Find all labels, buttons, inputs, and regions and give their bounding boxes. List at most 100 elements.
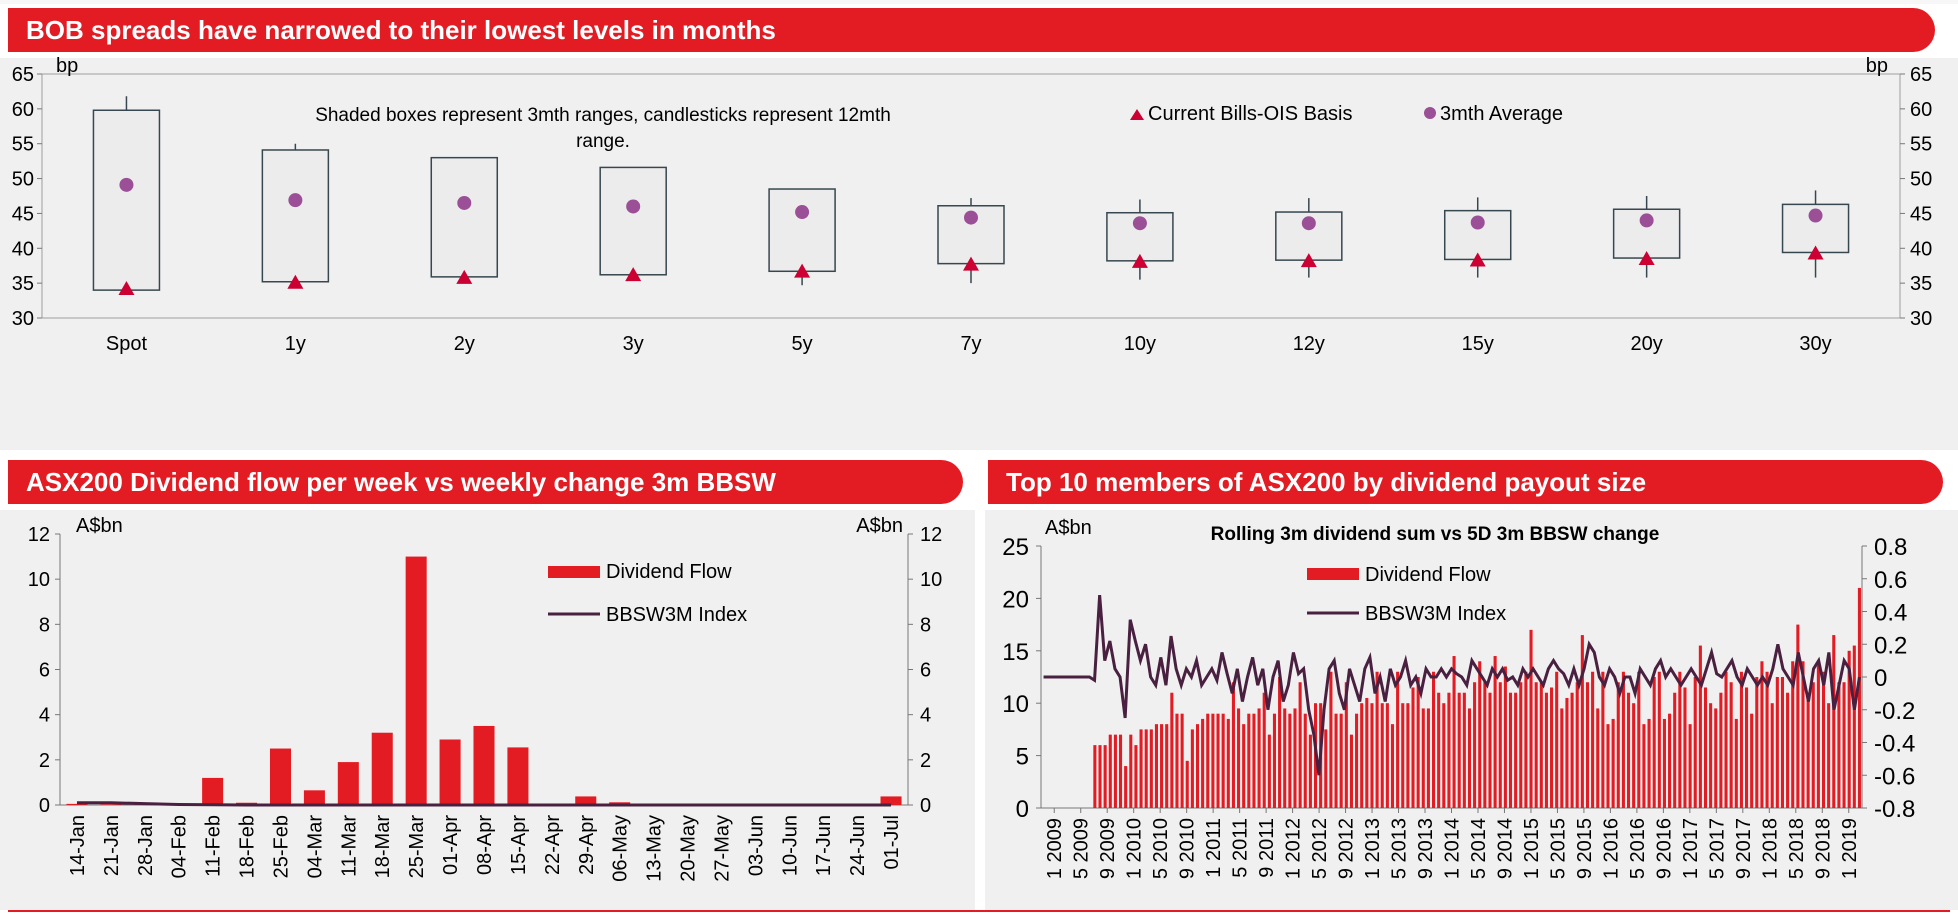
- dividend-bar: [1498, 682, 1502, 808]
- dividend-bar: [1406, 703, 1410, 808]
- x-tick-label: 27-May: [711, 815, 733, 882]
- dividend-bar: [1514, 692, 1518, 808]
- dividend-bar: [1390, 724, 1395, 808]
- dividend-bar: [1673, 692, 1677, 808]
- y-tick-left: 4: [39, 705, 50, 727]
- average-point: [119, 177, 134, 192]
- average-point: [964, 210, 978, 225]
- legend-bar-swatch: [548, 566, 600, 578]
- dividend-flow-chart: 0 0 2 2 4 4 6 6 8 8 10 10 12 12 A$bn A$bn 14-Jan 21-Jan 28…: [28, 515, 943, 882]
- right-chart-title: Top 10 members of ASX200 by dividend pay…: [1006, 466, 1647, 497]
- chart-note-line: range.: [576, 131, 630, 152]
- dividend-bar: [1113, 734, 1117, 808]
- x-tick-label: 18-Feb: [237, 815, 259, 878]
- dividend-bar: [1339, 713, 1343, 808]
- current-point: [1300, 253, 1317, 268]
- dividend-bar: [1365, 697, 1369, 808]
- dividend-bar: [1493, 656, 1497, 808]
- y-axis-label-right: bp: [1866, 55, 1888, 77]
- x-tick-label: 04-Feb: [169, 815, 191, 878]
- y-tick-right: 55: [1910, 134, 1932, 156]
- dividend-bar: [1626, 692, 1631, 808]
- plot-area: [41, 73, 1901, 319]
- dividend-bar: [1534, 682, 1538, 808]
- dividend-bar: [1160, 724, 1164, 808]
- dividend-bar: [66, 803, 88, 805]
- dividend-bar: [1216, 713, 1220, 808]
- dividend-bar: [1816, 661, 1820, 808]
- dividend-bar: [1447, 692, 1451, 808]
- dividend-bar: [1344, 682, 1348, 808]
- dividend-bar: [1093, 745, 1097, 808]
- dividend-bar: [1652, 677, 1656, 808]
- chart-subtitle: Rolling 3m dividend sum vs 5D 3m BBSW ch…: [1211, 524, 1660, 545]
- dividend-bar: [1657, 671, 1661, 808]
- bbsw-line: [1043, 595, 1861, 776]
- dividend-bar: [1278, 677, 1282, 808]
- x-tick-label: 5 2009: [1071, 818, 1093, 879]
- dividend-bar: [1139, 729, 1143, 808]
- y-tick-left: 35: [12, 273, 34, 295]
- x-tick-label: 1y: [285, 333, 306, 355]
- top-chart-banner: BOB spreads have narrowed to their lowes…: [8, 8, 1935, 52]
- dividend-bar: [1416, 677, 1420, 808]
- dividend-bar: [575, 796, 597, 805]
- x-tick-label: 5 2013: [1389, 818, 1411, 879]
- x-tick-label: 5 2015: [1547, 818, 1569, 879]
- x-tick-label: 06-May: [610, 815, 632, 882]
- average-point: [1639, 213, 1654, 228]
- y-tick-right: 0: [1874, 665, 1887, 692]
- left-chart-title: ASX200 Dividend flow per week vs weekly …: [26, 466, 776, 497]
- dividend-bar: [1360, 703, 1364, 808]
- dividend-bar: [1750, 713, 1754, 808]
- bbsw-line: [76, 801, 892, 807]
- dividend-bar: [1601, 671, 1605, 808]
- dividend-bar: [1231, 682, 1235, 808]
- x-tick-label: 29-Apr: [576, 815, 598, 875]
- x-tick-label: 1 2017: [1680, 818, 1702, 879]
- dividend-bar: [1411, 687, 1415, 808]
- dividend-bar: [1734, 718, 1738, 808]
- dividend-bar: [1550, 687, 1554, 808]
- dividend-bar: [1585, 682, 1590, 808]
- legend-triangle-icon: [1130, 109, 1144, 120]
- dividend-bar: [1847, 650, 1851, 808]
- dividend-bar: [1180, 713, 1184, 808]
- dividend-bar: [1334, 713, 1338, 808]
- dividend-bar: [1555, 671, 1559, 808]
- dividend-bar: [1329, 671, 1333, 808]
- y-tick-left: 0: [1016, 796, 1029, 823]
- x-tick-label: 21-Jan: [101, 815, 123, 876]
- dividend-bar: [880, 796, 902, 805]
- dividend-bar: [1149, 729, 1153, 808]
- dividend-bar: [1806, 692, 1810, 808]
- dividend-bar: [1421, 708, 1425, 808]
- bottom-rule: [8, 910, 1950, 912]
- average-point: [626, 199, 641, 214]
- x-tick-label: 5y: [792, 333, 813, 355]
- dividend-bar: [1237, 708, 1241, 808]
- dividend-bar: [1267, 734, 1271, 808]
- current-point: [1469, 252, 1486, 267]
- dividend-bar: [1170, 692, 1174, 808]
- y-tick-left: 12: [28, 524, 50, 546]
- dividend-bar: [1842, 682, 1846, 808]
- x-tick-label: 5 2014: [1468, 818, 1490, 879]
- dividend-bar: [1108, 734, 1112, 808]
- range-box: [261, 149, 330, 283]
- dividend-bar: [1437, 692, 1441, 808]
- y-tick-right: 8: [920, 614, 931, 636]
- dividend-bar: [1642, 724, 1646, 808]
- dividend-bar: [1457, 692, 1461, 808]
- dividend-bar: [1175, 713, 1179, 808]
- x-tick-label: 01-Apr: [440, 815, 462, 875]
- x-tick-label: 9 2012: [1336, 818, 1358, 879]
- dividend-bar: [1221, 713, 1225, 808]
- x-tick-label: 9 2015: [1574, 818, 1596, 879]
- dividend-bar: [1195, 724, 1200, 808]
- dividend-bar: [1401, 703, 1405, 808]
- dividend-bar: [1765, 671, 1769, 808]
- current-point: [1131, 253, 1148, 268]
- dividend-bar: [1683, 687, 1687, 808]
- dividend-bar: [1688, 724, 1692, 808]
